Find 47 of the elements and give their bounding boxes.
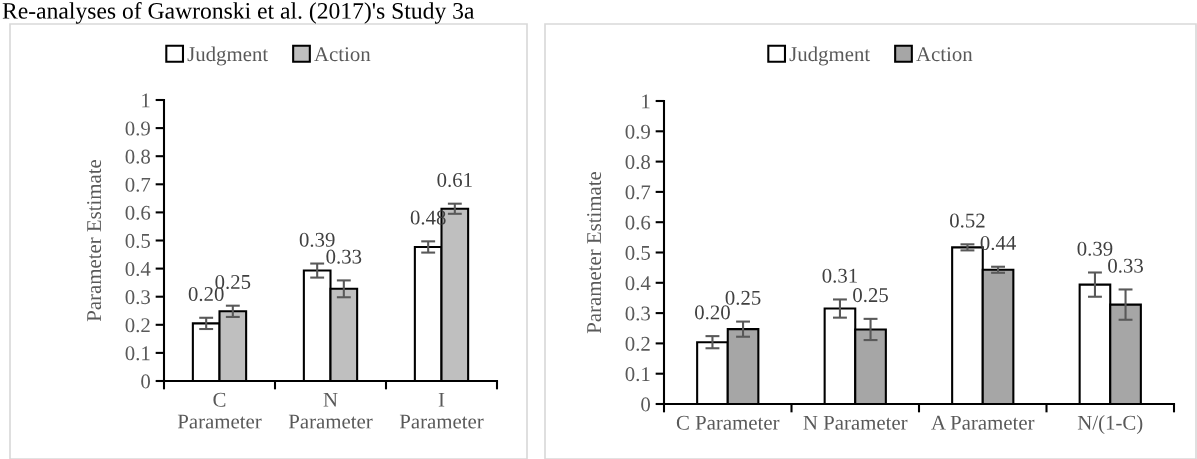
y-tick-label: 0.2 [625, 336, 650, 351]
x-tick-label: C Parameter [177, 392, 262, 429]
x-tick-label: C Parameter [676, 415, 780, 430]
y-tick-label: 0 [141, 374, 151, 389]
y-tick-label: 0.8 [125, 149, 151, 164]
data-label: 0.44 [980, 235, 1016, 251]
x-tick-label: A Parameter [931, 415, 1035, 430]
y-tick-label: 0.1 [125, 346, 150, 361]
x-tick-label: I Parameter [399, 392, 484, 429]
y-tick-label: 0.4 [625, 276, 651, 291]
data-label: 0.61 [437, 172, 472, 188]
y-tick-label: 0.5 [625, 245, 650, 261]
data-label: 0.33 [1108, 258, 1143, 273]
y-tick-label: 1 [142, 93, 150, 108]
legend-label: Judgment [789, 46, 871, 66]
data-label: 0.33 [326, 249, 362, 264]
data-label: 0.39 [1077, 241, 1113, 256]
data-label: 0.39 [299, 232, 335, 247]
legend-label: Action [916, 47, 973, 62]
data-label: 0.25 [853, 288, 888, 303]
y-tick-label: 0.2 [125, 318, 150, 333]
chart-title: Re-analyses of Gawronski et al. (2017)'s Study 3a [2, 2, 475, 24]
y-tick-label: 0.7 [625, 185, 651, 200]
y-tick-label: 0.3 [625, 306, 650, 321]
y-tick-label: 0.5 [125, 233, 150, 249]
y-tick-label: 0.9 [125, 121, 150, 136]
legend-label: Judgment [187, 46, 269, 66]
y-tick-label: 0.3 [125, 290, 150, 305]
y-tick-label: 1 [642, 94, 650, 109]
data-label: 0.25 [725, 290, 761, 305]
y-tick-label: 0 [641, 397, 651, 412]
y-tick-label: 0.8 [625, 154, 651, 170]
x-tick-label: N Parameter [803, 415, 908, 430]
data-label: 0.20 [695, 305, 730, 320]
data-label: 0.31 [822, 268, 857, 283]
y-tick-label: 0.1 [625, 367, 650, 382]
y-axis-title: Parameter Estimate [587, 171, 602, 334]
x-tick-label: N/(1-C) [1077, 415, 1143, 434]
data-label: 0.52 [950, 213, 985, 228]
y-tick-label: 0.7 [125, 177, 151, 192]
y-axis-title: Parameter Estimate [87, 159, 102, 322]
y-tick-label: 0.9 [625, 124, 650, 139]
legend-label: Action [314, 47, 371, 62]
y-tick-label: 0.4 [125, 261, 151, 277]
y-tick-label: 0.6 [125, 205, 151, 220]
x-tick-label: N Parameter [288, 392, 373, 429]
y-tick-label: 0.6 [625, 215, 651, 230]
